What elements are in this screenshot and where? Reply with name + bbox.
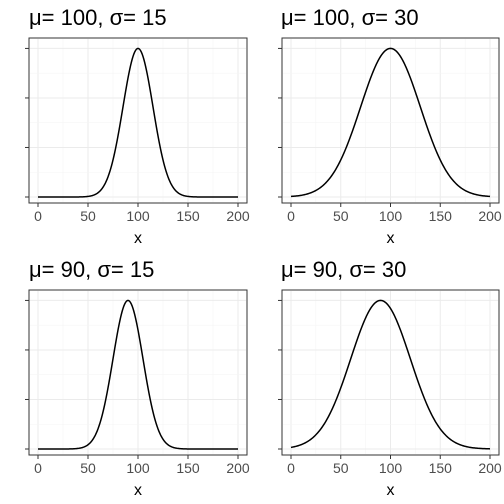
panel-title: μ= 100, σ= 30 (281, 5, 419, 30)
x-tick-label: 150 (429, 208, 453, 224)
x-tick-label: 150 (176, 460, 200, 476)
panel-4: 0 50 100 150 200 x μ= 90, σ= 30 (278, 257, 502, 499)
x-axis-title: x (134, 230, 142, 247)
density-curve (38, 299, 238, 450)
panel-2: 0 50 100 150 200 x μ= 100, σ= 30 (278, 5, 502, 247)
x-tick-label: 50 (80, 460, 96, 476)
panel-3: 0 50 100 150 200 x μ= 90, σ= 15 (25, 257, 250, 499)
x-tick-label: 100 (126, 460, 150, 476)
x-tick-label: 100 (379, 208, 403, 224)
density-curve (38, 47, 238, 198)
x-tick-label: 200 (226, 460, 250, 476)
x-axis-title: x (134, 482, 142, 499)
x-tick-label: 200 (478, 460, 502, 476)
x-tick-label: 200 (478, 208, 502, 224)
panel-1: 0 50 100 150 200 x μ= 100, σ= 15 (25, 5, 250, 247)
density-curve (290, 47, 491, 198)
x-axis-title: x (387, 482, 395, 499)
x-tick-label: 0 (34, 460, 42, 476)
x-tick-label: 50 (80, 208, 96, 224)
density-curve (290, 299, 491, 450)
panel-title: μ= 100, σ= 15 (29, 5, 167, 30)
x-tick-label: 0 (287, 460, 295, 476)
x-tick-label: 0 (34, 208, 42, 224)
x-tick-label: 100 (126, 208, 150, 224)
x-axis-title: x (387, 230, 395, 247)
x-tick-label: 150 (176, 208, 200, 224)
panel-title: μ= 90, σ= 15 (29, 257, 154, 282)
x-tick-label: 50 (333, 208, 349, 224)
x-tick-label: 50 (333, 460, 349, 476)
x-tick-label: 100 (379, 460, 403, 476)
panel-title: μ= 90, σ= 30 (281, 257, 406, 282)
x-tick-label: 0 (287, 208, 295, 224)
x-tick-label: 150 (429, 460, 453, 476)
x-tick-label: 200 (226, 208, 250, 224)
